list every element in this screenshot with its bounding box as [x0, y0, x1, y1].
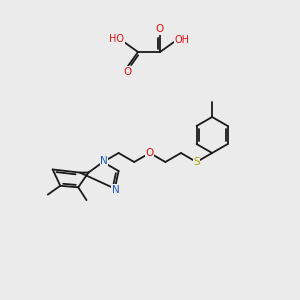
Text: O: O	[156, 24, 164, 34]
Text: OH: OH	[175, 35, 190, 45]
Text: N: N	[112, 184, 120, 195]
Text: O: O	[146, 148, 154, 158]
Text: HO: HO	[110, 34, 124, 44]
Text: S: S	[193, 157, 200, 167]
Text: N: N	[100, 156, 108, 166]
Text: O: O	[124, 67, 132, 77]
